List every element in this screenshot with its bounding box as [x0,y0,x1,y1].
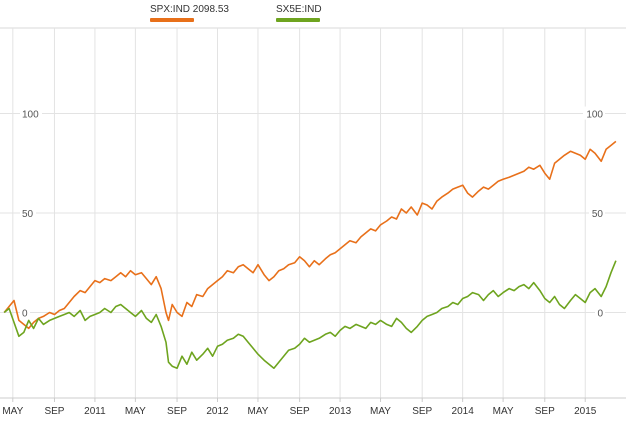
y-tick-label-left-0: 100 [22,110,39,121]
series-line-spx-ind[interactable] [3,140,617,330]
y-tick-label-right-0-bg [583,106,605,120]
y-tick-label-right-2: 0 [597,308,603,319]
y-tick-label-right-0: 100 [586,110,603,121]
legend-swatch-spx [150,18,194,22]
legend-name-sx5e: SX5E:IND [276,4,322,15]
legend-value-spx: 2098.53 [192,4,229,15]
y-tick-label-right-1: 50 [592,209,604,220]
x-tick-label-11: 2014 [452,406,475,417]
y-tick-label-left-2-bg [20,305,30,319]
legend-label-sx5e: SX5E:IND [276,4,322,15]
x-tick-label-6: MAY [247,406,268,417]
legend-swatch-sx5e [276,18,320,22]
y-tick-label-left-1: 50 [22,209,34,220]
x-tick-label-9: MAY [370,406,391,417]
legend-item-spx[interactable]: SPX:IND 2098.53 [150,4,229,22]
legend-item-sx5e[interactable]: SX5E:IND [276,4,322,22]
legend-label-spx: SPX:IND 2098.53 [150,4,229,15]
x-tick-label-4: SEP [167,406,187,417]
legend-name-spx: SPX:IND [150,4,191,15]
x-tick-label-10: SEP [412,406,432,417]
x-tick-label-5: 2012 [206,406,229,417]
x-tick-label-2: 2011 [84,406,106,417]
x-tick-label-3: MAY [125,406,146,417]
x-tick-label-13: SEP [535,406,555,417]
series-line-sx5e-ind[interactable] [3,260,617,369]
y-tick-label-left-0-bg [20,106,42,120]
x-tick-label-7: SEP [290,406,310,417]
x-tick-label-1: SEP [44,406,64,417]
y-tick-label-left-1-bg [20,206,36,219]
y-tick-label-right-1-bg [589,206,605,219]
legend: SPX:IND 2098.53 SX5E:IND [0,4,626,26]
x-tick-label-8: 2013 [329,406,352,417]
y-tick-label-right-2-bg [595,305,605,319]
y-tick-label-left-2: 0 [22,308,28,319]
x-tick-label-12: MAY [493,406,514,417]
x-tick-label-14: 2015 [574,406,597,417]
x-tick-label-0: MAY [2,406,23,417]
